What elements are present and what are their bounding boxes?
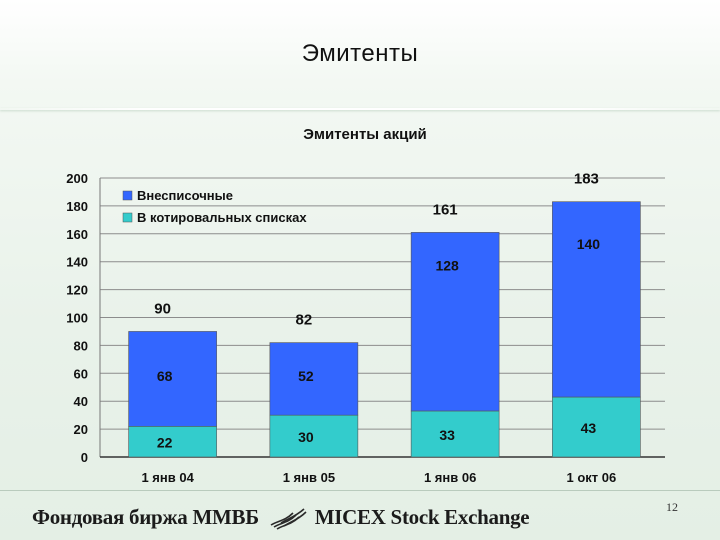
logo-text-ru: Фондовая биржа ММВБ: [32, 504, 259, 529]
data-label-total: 161: [433, 201, 458, 218]
legend-swatch: [122, 212, 133, 223]
y-tick-label: 60: [74, 366, 88, 381]
data-label-total: 90: [154, 300, 171, 317]
data-label-total: 183: [574, 171, 599, 188]
data-label-unlisted: 128: [435, 258, 459, 274]
bar-segment-unlisted: [552, 201, 641, 398]
data-label-quoted: 43: [581, 420, 597, 436]
footer-logo: Фондовая биржа ММВБ MICEX Stock Exchange: [32, 502, 530, 532]
legend-label: Внесписочные: [137, 188, 233, 203]
data-label-unlisted: 52: [298, 368, 314, 384]
legend-label: В котировальных списках: [137, 210, 307, 225]
y-tick-label: 140: [66, 255, 88, 270]
title-divider: [0, 108, 720, 110]
x-tick-label: 1 янв 06: [424, 470, 476, 485]
bar-segment-quoted: [269, 414, 359, 458]
footer-divider: [0, 490, 720, 491]
x-tick-label: 1 окт 06: [567, 470, 617, 485]
slide-title: Эмитенты: [301, 40, 419, 67]
data-label-unlisted: 140: [577, 236, 601, 252]
page-number: 12: [666, 500, 678, 514]
x-tick-label: 1 янв 05: [283, 470, 335, 485]
y-tick-label: 40: [74, 394, 88, 409]
data-label-total: 82: [296, 312, 313, 329]
bar-segment-quoted: [552, 396, 641, 458]
chart-title: Эмитенты акций: [303, 126, 427, 143]
micex-stripes-logo-icon: [270, 508, 307, 530]
y-tick-label: 20: [74, 422, 88, 437]
data-label-quoted: 22: [157, 435, 173, 451]
bar-segment-quoted: [410, 410, 500, 458]
y-tick-label: 100: [66, 311, 88, 326]
y-tick-label: 160: [66, 227, 88, 242]
legend-swatch: [122, 190, 133, 201]
bar-segment-unlisted: [269, 342, 359, 416]
logo-text-en: MICEX Stock Exchange: [314, 504, 530, 529]
x-tick-label: 1 янв 04: [141, 470, 194, 485]
data-label-quoted: 30: [298, 429, 314, 445]
data-label-quoted: 33: [439, 427, 455, 443]
y-tick-label: 120: [66, 283, 88, 298]
bar-segment-unlisted: [128, 331, 217, 427]
bar-segment-quoted: [128, 426, 217, 458]
y-tick-label: 180: [66, 199, 88, 214]
y-tick-label: 80: [74, 338, 88, 353]
y-tick-label: 200: [66, 171, 88, 186]
y-tick-label: 0: [81, 450, 88, 465]
data-label-unlisted: 68: [157, 368, 173, 384]
bar-segment-unlisted: [410, 232, 500, 412]
